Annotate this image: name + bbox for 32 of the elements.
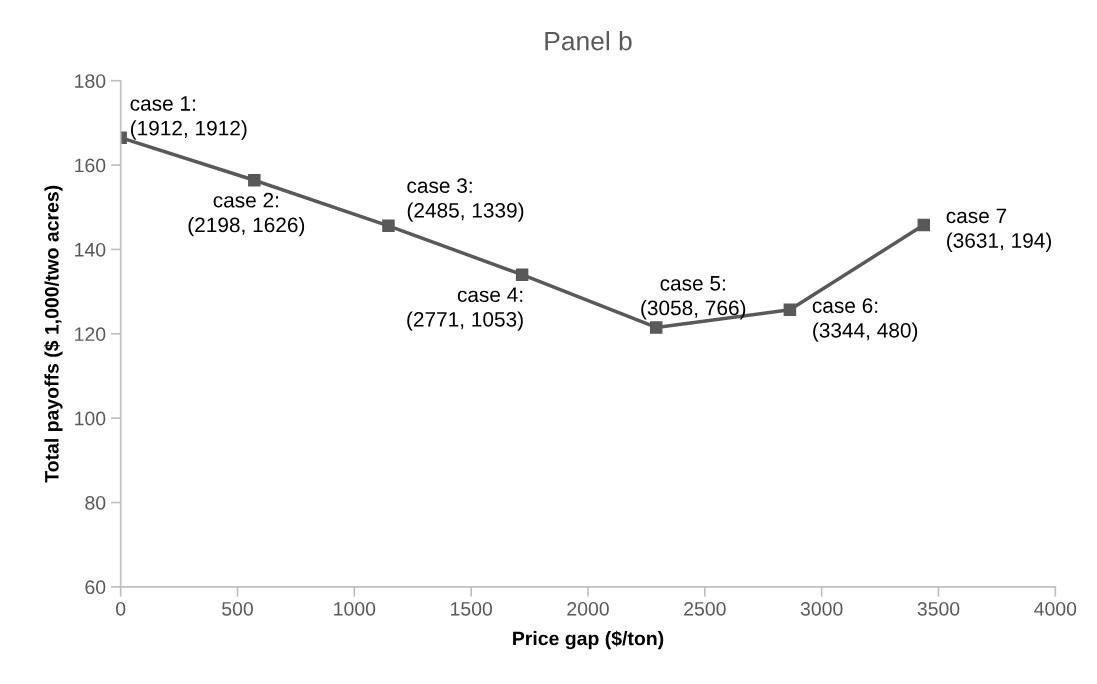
y-tick-label: 180 [75, 74, 106, 88]
x-tick-label: 1500 [451, 601, 493, 616]
annotation: case 1: (1912, 1912) [130, 96, 247, 140]
point [649, 321, 663, 334]
annotation: case 6: (3344, 480) [812, 298, 918, 342]
x-axis-title: Price gap ($/ton) [513, 630, 664, 650]
x-tick-label: 2500 [684, 601, 726, 616]
y-tick-label: 100 [75, 411, 106, 426]
point [917, 218, 931, 232]
x-tick-label: 4000 [1034, 601, 1077, 616]
annotation: case 3: (2485, 1339) [407, 178, 524, 222]
annotation: case 2: (2198, 1626) [188, 192, 305, 237]
x-tick-label: 2000 [567, 601, 609, 616]
annotation: case 4: (2771, 1053) [407, 287, 523, 331]
chart-title: Panel b [545, 31, 632, 51]
y-tick-label: 80 [85, 495, 106, 510]
y-tick-label: 140 [75, 242, 106, 257]
annotation: case 5: (3058, 766) [641, 276, 746, 320]
y-tick-label: 160 [75, 158, 106, 173]
point [783, 303, 797, 317]
annotation: case 7 (3631, 194) [946, 208, 1052, 253]
x-tick-label: 0 [116, 601, 126, 616]
point [382, 219, 395, 233]
y-axis-title: Total payoffs ($ 1,000/two acres) [44, 185, 63, 483]
x-tick-label: 3000 [800, 601, 843, 616]
x-tick-label: 3500 [917, 601, 960, 616]
y-tick-label: 120 [75, 327, 106, 342]
x-tick-label: 1000 [334, 601, 376, 616]
x-tick-label: 500 [222, 601, 253, 616]
point [515, 268, 529, 281]
point [248, 174, 261, 187]
y-tick-label: 60 [85, 580, 106, 595]
